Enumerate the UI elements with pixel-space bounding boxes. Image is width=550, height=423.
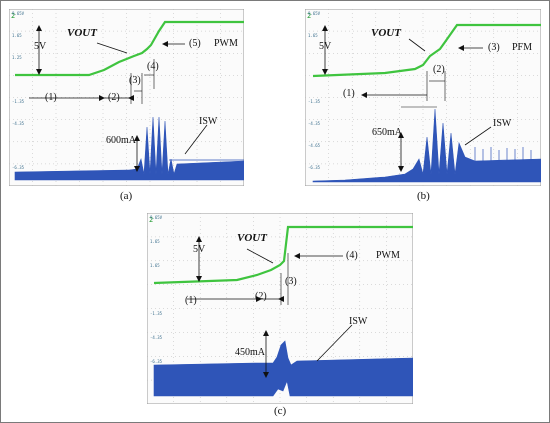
mode-label: PWM (214, 38, 238, 49)
tick-label: -1.35 (150, 311, 163, 316)
vout-trace-b (312, 23, 541, 78)
vout-trace-c (153, 225, 413, 285)
tick-label: -1.35 (12, 99, 25, 104)
voltage-label: 5V (34, 41, 47, 52)
pfm-spikes-b (474, 147, 532, 161)
scope-panel-b: 2 9.65V 1.65 -1.35 -4.35 -4.65 -6.35 5V … (305, 9, 541, 186)
vout-label: VOUT (237, 232, 267, 244)
phase-2-label: (2) (108, 92, 120, 103)
peak-current-label: 650mA (372, 127, 402, 138)
vout-label: VOUT (371, 27, 401, 39)
panel-caption-a: (a) (120, 190, 133, 202)
isw-label: ISW (349, 316, 368, 327)
phase-1-label: (1) (343, 88, 355, 99)
phase-3-label: (3) (285, 276, 297, 287)
tick-label: 1.65 (308, 33, 318, 38)
phase-4-label: (4) (147, 61, 159, 72)
tick-label: 9.65V (308, 11, 321, 16)
scope-screen-b: 2 (305, 9, 541, 186)
voltage-label: 5V (319, 41, 332, 52)
vout-label: VOUT (67, 27, 97, 39)
isw-trace-a (14, 116, 244, 181)
panel-caption-c: (c) (274, 405, 287, 417)
tick-label: -4.35 (12, 121, 25, 126)
tick-label: 1.65 (12, 33, 22, 38)
vout-trace-a (15, 20, 244, 77)
mode-label: PWM (376, 250, 400, 261)
scope-screen-a: 2 (9, 9, 244, 186)
ch-marker-a: 2 (11, 12, 15, 20)
tick-label: -1.35 (308, 99, 321, 104)
tick-label: -4.65 (308, 143, 321, 148)
tick-label: 9.65V (12, 11, 25, 16)
tick-label: 1.25 (12, 55, 22, 60)
tick-label: -6.35 (150, 359, 163, 364)
scope-panel-c: 2 9.65V 1.65 1.65 -1.35 -4.35 -6.35 5V V… (147, 213, 413, 404)
tick-label: 1.65 (150, 239, 160, 244)
isw-trace-c (153, 340, 413, 397)
peak-current-label: 450mA (235, 347, 265, 358)
isw-label: ISW (493, 118, 512, 129)
mode-label: PFM (512, 42, 533, 53)
phase-5-label: (5) (189, 38, 201, 49)
tick-label: -4.35 (308, 121, 321, 126)
phase-3-label: (3) (129, 75, 141, 86)
svg-text:2: 2 (149, 216, 153, 224)
isw-label: ISW (199, 116, 218, 127)
svg-text:2: 2 (307, 12, 311, 20)
voltage-label: 5V (193, 244, 206, 255)
tick-label: -4.35 (150, 335, 163, 340)
phase-1-label: (1) (45, 92, 57, 103)
tick-label: -6.35 (12, 165, 25, 170)
scope-panel-a: 2 9.65V 1.65 1.25 -1.35 -4.35 -6.35 5V V… (9, 9, 244, 186)
tick-label: 1.65 (150, 263, 160, 268)
tick-label: 9.65V (150, 215, 163, 220)
phase-2-label: (2) (433, 64, 445, 75)
phase-4-label: (4) (346, 250, 358, 261)
phase-2-label: (2) (255, 291, 267, 302)
phase-3-label: (3) (488, 42, 500, 53)
peak-current-label: 600mA (106, 135, 136, 146)
scope-screen-c: 2 (147, 213, 413, 404)
tick-label: -6.35 (308, 165, 321, 170)
panel-caption-b: (b) (417, 190, 430, 202)
isw-trace-b (312, 108, 541, 183)
phase-1-label: (1) (185, 295, 197, 306)
